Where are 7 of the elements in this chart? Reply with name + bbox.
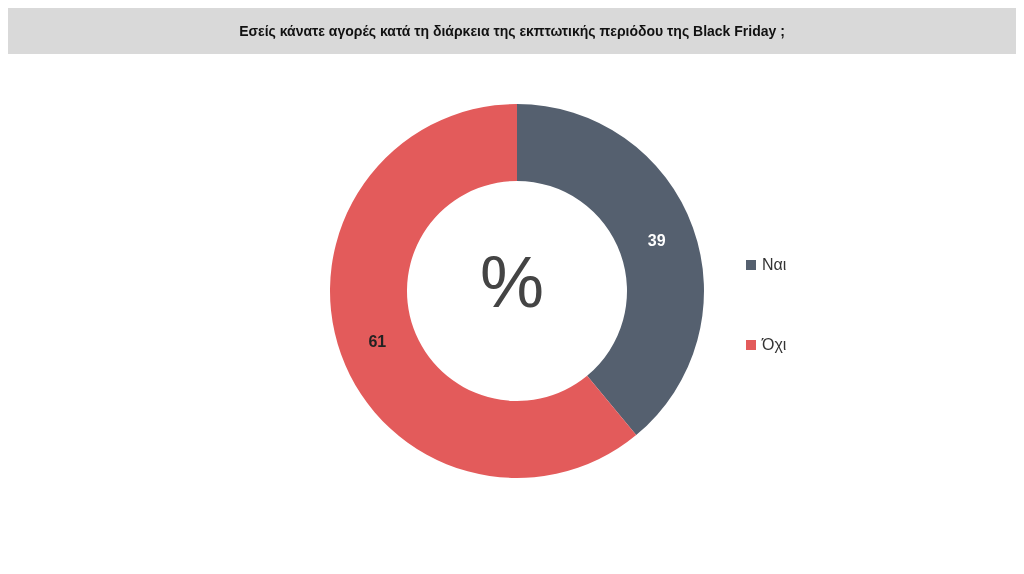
data-label: 61: [368, 332, 387, 350]
donut-slice: [330, 104, 637, 478]
data-label: 39: [647, 232, 666, 250]
chart-title: Εσείς κάνατε αγορές κατά τη διάρκεια της εκπτωτικής περιόδου της Black Friday ;: [8, 8, 1016, 54]
legend-label: Όχι: [762, 336, 787, 354]
text: %: [479, 241, 545, 323]
legend-label: Ναι: [762, 256, 787, 274]
